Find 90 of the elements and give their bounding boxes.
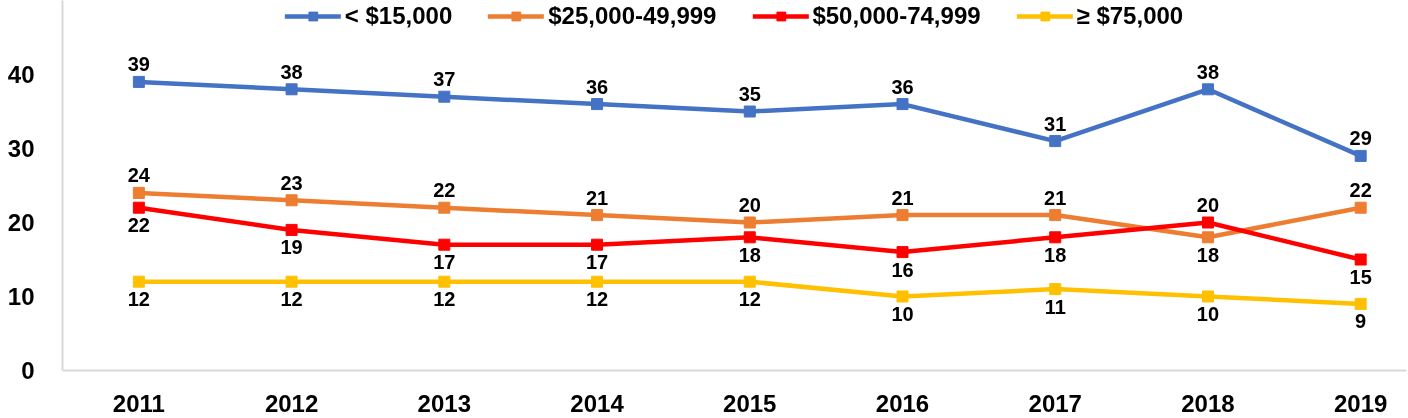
data-label: 11 <box>1044 295 1066 318</box>
data-label: 12 <box>127 288 150 311</box>
data-label: 21 <box>891 186 914 209</box>
point <box>285 83 298 96</box>
data-label: 36 <box>585 75 609 98</box>
data-label: 23 <box>280 171 303 194</box>
data-label: 36 <box>891 75 914 98</box>
point <box>591 209 604 222</box>
data-label: 17 <box>585 251 609 274</box>
data-label: 18 <box>738 243 761 266</box>
point <box>1049 283 1062 296</box>
data-label: 24 <box>127 164 151 187</box>
data-label: 16 <box>891 258 914 281</box>
point <box>1354 149 1367 162</box>
x-tick-label: 2014 <box>570 389 625 417</box>
data-label: 21 <box>1044 186 1067 209</box>
point <box>591 238 604 251</box>
data-label: 38 <box>1196 60 1220 83</box>
legend-label: $50,000-74,999 <box>812 2 981 30</box>
point <box>1201 216 1214 229</box>
point <box>591 98 604 111</box>
x-tick-label: 2016 <box>875 389 930 417</box>
data-label: 18 <box>1044 243 1067 266</box>
point <box>1049 135 1062 148</box>
point <box>285 223 298 236</box>
point <box>896 98 909 111</box>
point <box>438 201 451 214</box>
data-label: 10 <box>1196 303 1220 325</box>
data-label: 12 <box>585 288 609 311</box>
data-label: 18 <box>1196 243 1220 266</box>
data-label: 12 <box>433 288 456 311</box>
point <box>743 231 756 244</box>
point <box>1201 83 1214 96</box>
x-tick-label: 2011 <box>112 389 165 417</box>
point <box>132 75 145 88</box>
point <box>1354 253 1367 266</box>
x-tick-label: 2012 <box>264 389 319 417</box>
legend-label: $25,000-49,999 <box>548 2 717 30</box>
data-label: 22 <box>433 179 456 202</box>
point <box>743 216 756 229</box>
data-label: 38 <box>280 60 303 83</box>
point <box>896 209 909 222</box>
data-label: 37 <box>433 68 456 91</box>
legend-label: ≥ $75,000 <box>1076 2 1184 30</box>
x-tick-label: 2019 <box>1333 389 1388 417</box>
x-tick-label: 2018 <box>1181 389 1235 417</box>
point <box>132 186 145 199</box>
point <box>1201 231 1214 244</box>
data-label: 17 <box>433 251 456 274</box>
point <box>743 275 756 288</box>
point <box>1049 209 1062 222</box>
legend-label: < $15,000 <box>344 2 453 30</box>
point <box>896 290 909 303</box>
data-label: 21 <box>585 186 609 209</box>
point <box>132 201 145 214</box>
point <box>1354 297 1367 310</box>
y-tick-label: 20 <box>7 209 35 236</box>
point <box>1354 201 1367 214</box>
point <box>285 275 298 288</box>
data-label: 10 <box>891 303 914 325</box>
point <box>1201 290 1214 303</box>
data-label: 20 <box>1196 194 1220 216</box>
y-tick-label: 30 <box>7 135 35 162</box>
point <box>896 246 909 259</box>
data-label: 20 <box>738 194 761 216</box>
y-tick-label: 10 <box>7 283 35 310</box>
point <box>285 194 298 207</box>
point <box>743 105 756 118</box>
data-label: 12 <box>280 288 303 311</box>
x-tick-label: 2013 <box>417 389 472 417</box>
data-label: 29 <box>1349 127 1372 150</box>
data-label: 15 <box>1349 266 1372 288</box>
data-label: 22 <box>1349 179 1372 202</box>
data-label: 35 <box>738 83 761 105</box>
y-tick-label: 40 <box>7 61 35 88</box>
data-label: 19 <box>280 236 303 259</box>
point <box>438 90 451 103</box>
point <box>438 238 451 251</box>
point <box>1049 231 1062 244</box>
point <box>132 275 145 288</box>
data-label: 39 <box>127 53 150 76</box>
data-label: 31 <box>1044 112 1067 135</box>
y-tick-label: 0 <box>21 357 35 384</box>
x-tick-label: 2017 <box>1028 389 1082 417</box>
data-label: 22 <box>127 214 150 237</box>
point <box>438 275 451 288</box>
point <box>591 275 604 288</box>
data-label: 12 <box>738 288 761 311</box>
data-label: 9 <box>1355 310 1367 333</box>
x-tick-label: 2015 <box>723 389 777 417</box>
